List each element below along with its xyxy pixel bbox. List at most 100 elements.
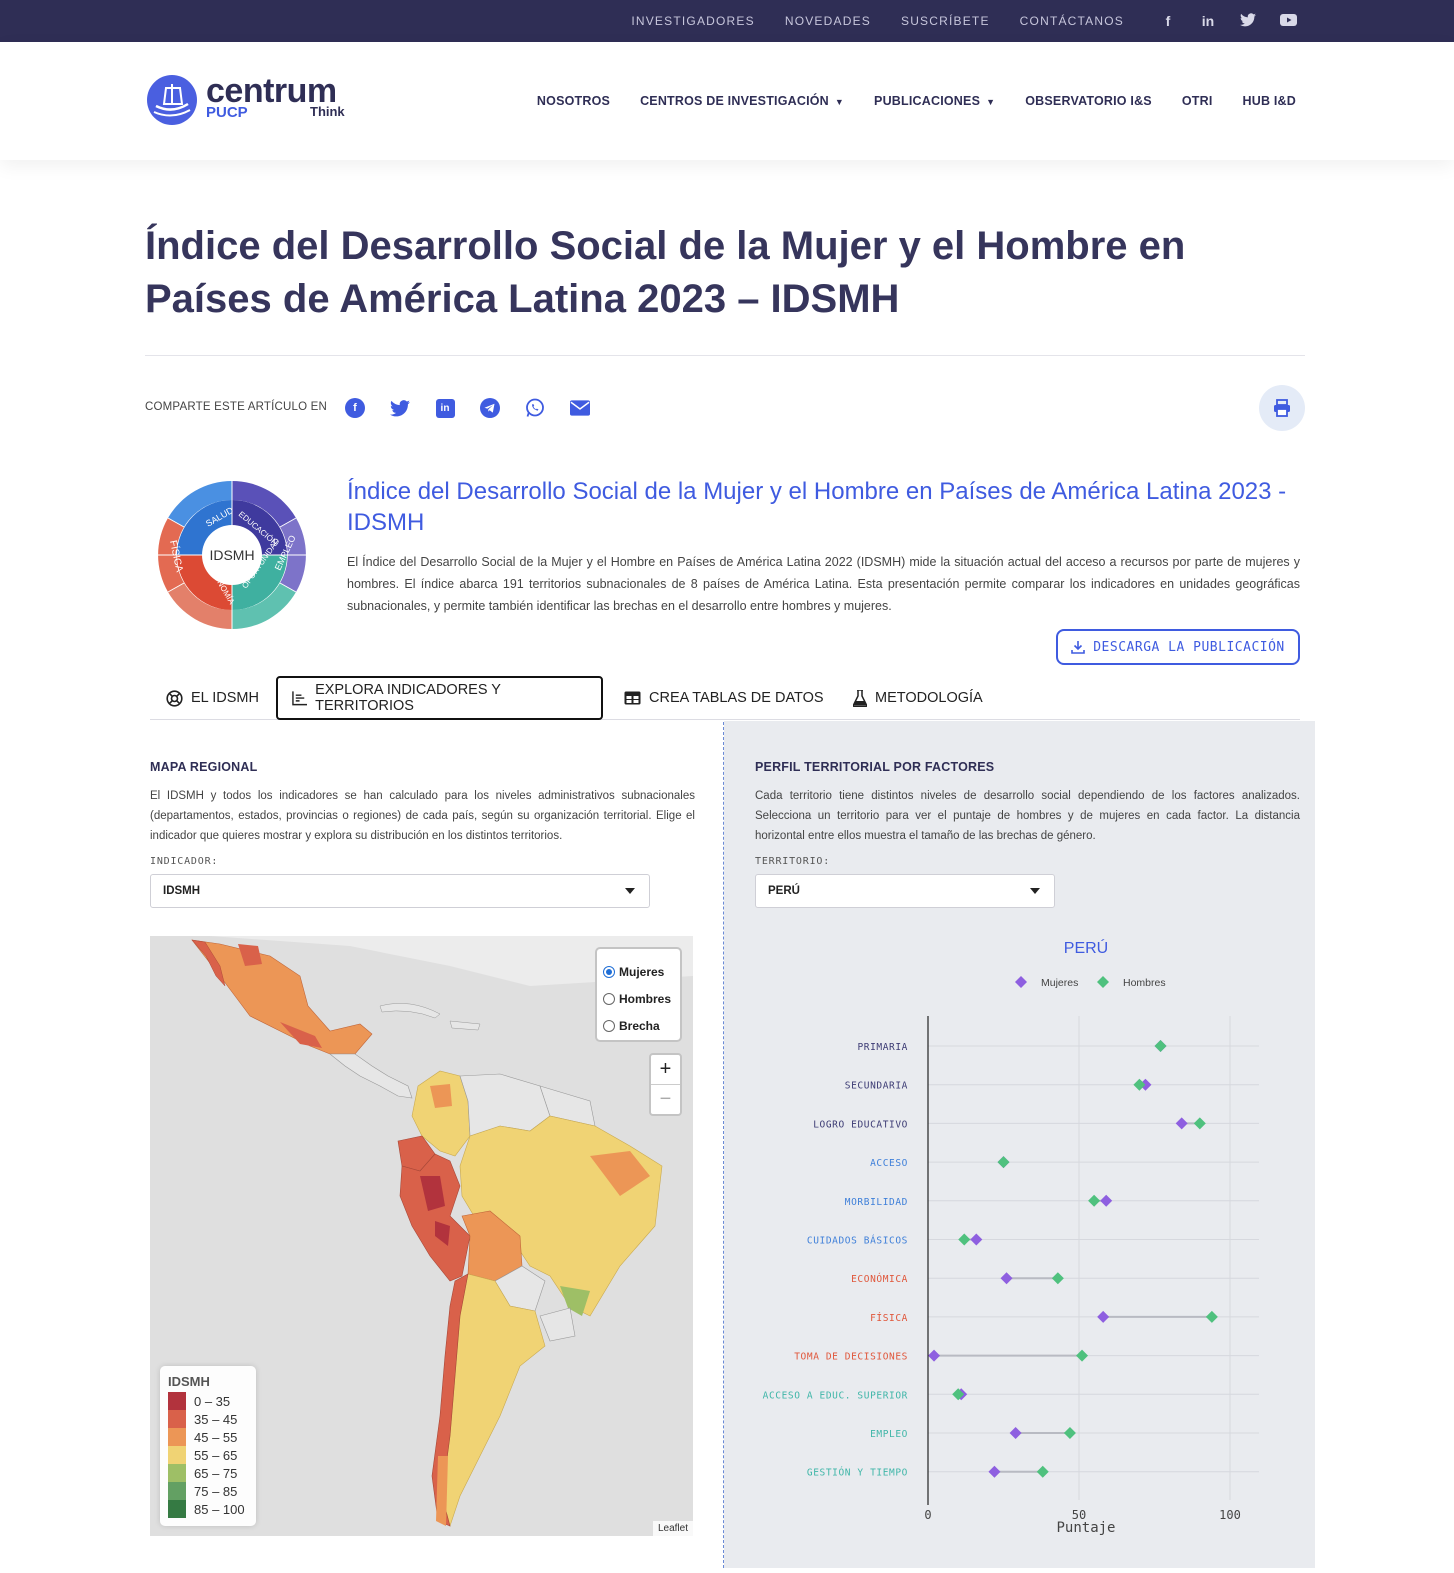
x-tick-label: 100 <box>1219 1508 1241 1522</box>
linkedin-icon[interactable]: in <box>435 398 455 418</box>
whatsapp-icon[interactable] <box>525 398 545 418</box>
legend-label: Mujeres <box>1041 977 1078 989</box>
profile-section: PERFIL TERRITORIAL POR FACTORES Cada ter… <box>755 740 1300 908</box>
radio-hombres[interactable]: Hombres <box>603 985 680 1012</box>
category-label: ECONÓMICA <box>851 1273 908 1285</box>
hombres-marker <box>1193 1117 1206 1130</box>
hombres-marker <box>1063 1427 1076 1439</box>
map-legend: IDSMH 0 – 35 35 – 45 45 – 55 55 – 65 65 – 75… <box>160 1366 256 1526</box>
link-contactanos[interactable]: CONTÁCTANOS <box>1019 14 1124 28</box>
facebook-icon[interactable]: f <box>1165 13 1171 29</box>
hombres-marker <box>1133 1078 1146 1091</box>
zoom-in-button[interactable]: + <box>659 1058 672 1080</box>
tab-explora[interactable]: EXPLORA INDICADORES Y TERRITORIOS <box>276 676 603 720</box>
profile-panel-background <box>724 721 1315 1568</box>
download-icon <box>1071 641 1086 654</box>
indicador-select[interactable]: IDSMH <box>150 874 650 908</box>
legend-marker <box>1097 976 1109 988</box>
link-novedades[interactable]: NOVEDADES <box>784 14 871 28</box>
nav-label: PUBLICACIONES <box>874 94 981 108</box>
legend-label: 65 – 75 <box>194 1465 238 1481</box>
page-title: Índice del Desarrollo Social de la Mujer… <box>145 224 1186 321</box>
lifebuoy-icon <box>166 689 183 707</box>
nav-label: NOSOTROS <box>536 94 611 108</box>
tab-crea-tablas[interactable]: CREA TABLAS DE DATOS <box>624 676 824 720</box>
hombres-marker <box>1088 1194 1101 1207</box>
table-icon <box>624 691 641 705</box>
radio-button[interactable] <box>603 1019 615 1032</box>
nav-label: OBSERVATORIO I&S <box>1025 94 1152 108</box>
radio-button[interactable] <box>603 992 615 1005</box>
legend-row: 85 – 100 <box>168 1500 248 1518</box>
category-label: CUIDADOS BÁSICOS <box>807 1235 908 1247</box>
regional-map[interactable]: Mujeres Hombres Brecha + − IDSMH 0 – 35 3… <box>150 936 693 1536</box>
indicador-label: INDICADOR: <box>150 856 219 867</box>
nav-observatorio[interactable]: OBSERVATORIO I&S <box>1025 94 1152 108</box>
legend-label: 0 – 35 <box>194 1393 231 1409</box>
category-label: SECUNDARIA <box>845 1081 908 1092</box>
link-suscribete[interactable]: SUSCRÍBETE <box>900 14 990 28</box>
nav-nosotros[interactable]: NOSOTROS <box>537 94 610 108</box>
tab-el-idsmh[interactable]: EL IDSMH <box>166 676 259 720</box>
link-investigadores[interactable]: INVESTIGADORES <box>631 14 755 28</box>
twitter-icon[interactable] <box>390 398 410 418</box>
nav-otri[interactable]: OTRI <box>1182 94 1213 108</box>
category-label: PRIMARIA <box>857 1042 908 1053</box>
mujeres-marker <box>1100 1194 1113 1207</box>
nav-centros[interactable]: CENTROS DE INVESTIGACIÓN ▼ <box>640 94 844 108</box>
facebook-icon[interactable]: f <box>345 398 365 418</box>
legend-swatch <box>168 1500 186 1518</box>
twitter-icon[interactable] <box>1239 12 1257 30</box>
site-header: centrum PUCP Think NOSOTROS CENTROS DE I… <box>0 42 1454 160</box>
category-label: ACCESO <box>870 1158 908 1169</box>
telegram-icon[interactable] <box>480 398 500 418</box>
logo-pucp: PUCP <box>206 104 248 121</box>
download-button[interactable]: DESCARGA LA PUBLICACIÓN <box>1056 629 1300 665</box>
mujeres-marker <box>1097 1310 1110 1323</box>
radio-button-checked[interactable] <box>603 965 615 978</box>
tab-metodologia[interactable]: METODOLOGÍA <box>853 676 983 720</box>
legend-label: 75 – 85 <box>194 1483 238 1499</box>
linkedin-icon[interactable]: in <box>1201 13 1215 29</box>
radio-brecha[interactable]: Brecha <box>603 1012 680 1039</box>
centrum-logo[interactable]: centrum PUCP Think <box>146 72 356 132</box>
download-label: DESCARGA LA PUBLICACIÓN <box>1093 639 1285 655</box>
legend-swatch <box>168 1428 186 1446</box>
category-label: EMPLEO <box>870 1429 908 1440</box>
idsmh-wheel-graphic: IDSMH SALUD EDUCACIÓN OPORTUNIDAD EMPLEO… <box>157 480 307 630</box>
category-label: ACCESO A EDUC. SUPERIOR <box>763 1390 908 1401</box>
sex-radio-group: Mujeres Hombres Brecha <box>595 947 682 1042</box>
category-label: FÍSICA <box>870 1312 908 1324</box>
intro-title: Índice del Desarrollo Social de la Mujer… <box>347 478 1287 536</box>
radio-mujeres[interactable]: Mujeres <box>603 958 680 985</box>
nav-label: OTRI <box>1181 94 1213 108</box>
print-button[interactable] <box>1259 385 1305 431</box>
chart-title: PERÚ <box>1064 938 1108 957</box>
legend-label: 85 – 100 <box>194 1501 245 1517</box>
radio-label: Hombres <box>619 991 672 1006</box>
territorio-label: TERRITORIO: <box>755 856 831 867</box>
flask-icon <box>853 689 867 707</box>
hombres-marker <box>1205 1310 1218 1323</box>
indicador-value: IDSMH <box>163 885 201 897</box>
svg-text:IDSMH: IDSMH <box>209 547 254 563</box>
mujeres-marker <box>1009 1427 1022 1439</box>
zoom-out-button[interactable]: − <box>651 1084 680 1113</box>
youtube-icon[interactable] <box>1279 13 1297 29</box>
legend-label: 45 – 55 <box>194 1429 238 1445</box>
legend-row: 55 – 65 <box>168 1446 248 1464</box>
x-tick-label: 50 <box>1072 1508 1086 1522</box>
territorio-select[interactable]: PERÚ <box>755 874 1055 908</box>
nav-publicaciones[interactable]: PUBLICACIONES ▼ <box>874 94 995 108</box>
mujeres-marker <box>970 1233 983 1246</box>
map-section-text: El IDSMH y todos los indicadores se han … <box>150 790 695 842</box>
nav-label: CENTROS DE INVESTIGACIÓN <box>640 94 829 108</box>
leaflet-attribution[interactable]: Leaflet <box>652 1521 693 1536</box>
latam-choropleth <box>150 936 693 1528</box>
nav-hub[interactable]: HUB I&D <box>1243 94 1296 108</box>
email-icon[interactable] <box>570 398 590 418</box>
dumbbell-chart: PERÚ Mujeres Hombres 0 50 100 Puntaje PRIMARIA S… <box>724 930 1315 1568</box>
legend-label: Hombres <box>1123 977 1166 989</box>
share-label: COMPARTE ESTE ARTÍCULO EN <box>145 401 328 413</box>
chart-bar-icon <box>292 690 308 705</box>
